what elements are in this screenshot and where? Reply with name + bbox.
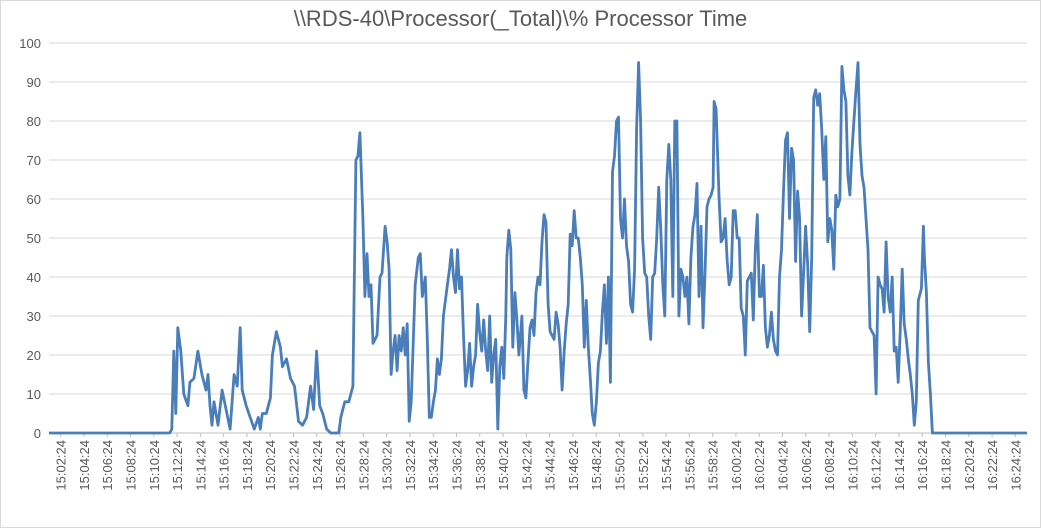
x-tick-label: 15:50:24	[613, 440, 628, 491]
x-tick-label: 15:56:24	[682, 440, 697, 491]
x-tick-label: 15:52:24	[636, 440, 651, 491]
x-tick-label: 15:48:24	[589, 440, 604, 491]
y-tick-label: 10	[27, 387, 41, 402]
x-tick-label: 15:32:24	[403, 440, 418, 491]
y-tick-label: 100	[19, 36, 41, 51]
x-tick-label: 16:24:24	[1008, 440, 1023, 491]
x-tick-label: 15:08:24	[124, 440, 139, 491]
y-tick-label: 30	[27, 309, 41, 324]
x-tick-label: 15:22:24	[287, 440, 302, 491]
x-tick-label: 15:40:24	[496, 440, 511, 491]
x-tick-label: 15:24:24	[310, 440, 325, 491]
x-tick-label: 15:58:24	[706, 440, 721, 491]
y-tick-label: 80	[27, 114, 41, 129]
x-tick-label: 16:06:24	[799, 440, 814, 491]
x-tick-label: 15:46:24	[566, 440, 581, 491]
x-tick-label: 15:10:24	[147, 440, 162, 491]
y-tick-label: 70	[27, 153, 41, 168]
x-tick-label: 16:14:24	[892, 440, 907, 491]
x-tick-label: 16:12:24	[869, 440, 884, 491]
gridlines	[49, 42, 1027, 434]
x-tick-label: 15:42:24	[519, 440, 534, 491]
y-tick-label: 0	[34, 426, 41, 441]
x-tick-label: 16:00:24	[729, 440, 744, 491]
x-tick-label: 15:04:24	[77, 440, 92, 491]
x-tick-label: 15:20:24	[263, 440, 278, 491]
x-axis-ticks: 15:02:24 15:04:24 15:06:24 15:08:24 15:10:24…	[54, 433, 1023, 491]
x-tick-label: 15:28:24	[356, 440, 371, 491]
x-tick-label: 15:16:24	[217, 440, 232, 491]
y-tick-label: 90	[27, 75, 41, 90]
x-tick-label: 15:38:24	[473, 440, 488, 491]
y-tick-label: 20	[27, 348, 41, 363]
x-tick-label: 15:18:24	[240, 440, 255, 491]
chart-title: \\RDS-40\Processor(_Total)\% Processor T…	[293, 6, 748, 31]
x-tick-label: 16:18:24	[939, 440, 954, 491]
y-tick-label: 40	[27, 270, 41, 285]
x-tick-label: 15:26:24	[333, 440, 348, 491]
series-group	[49, 61, 1027, 435]
x-tick-label: 15:06:24	[100, 440, 115, 491]
x-tick-label: 15:02:24	[54, 440, 69, 491]
x-tick-label: 15:14:24	[193, 440, 208, 491]
x-tick-label: 15:54:24	[659, 440, 674, 491]
x-tick-label: 15:36:24	[450, 440, 465, 491]
x-tick-label: 16:08:24	[822, 440, 837, 491]
y-tick-label: 60	[27, 192, 41, 207]
x-tick-label: 16:16:24	[915, 440, 930, 491]
x-tick-label: 15:44:24	[543, 440, 558, 491]
x-tick-label: 16:10:24	[845, 440, 860, 491]
x-tick-label: 15:34:24	[426, 440, 441, 491]
x-tick-label: 16:04:24	[776, 440, 791, 491]
x-tick-label: 16:02:24	[752, 440, 767, 491]
x-tick-label: 16:22:24	[985, 440, 1000, 491]
series-line	[49, 61, 1027, 435]
y-axis-ticks: 0 10 20 30 40 50 60 70 80 90 100	[19, 36, 41, 441]
x-tick-label: 16:20:24	[962, 440, 977, 491]
y-tick-label: 50	[27, 231, 41, 246]
x-tick-label: 15:12:24	[170, 440, 185, 491]
x-tick-label: 15:30:24	[380, 440, 395, 491]
